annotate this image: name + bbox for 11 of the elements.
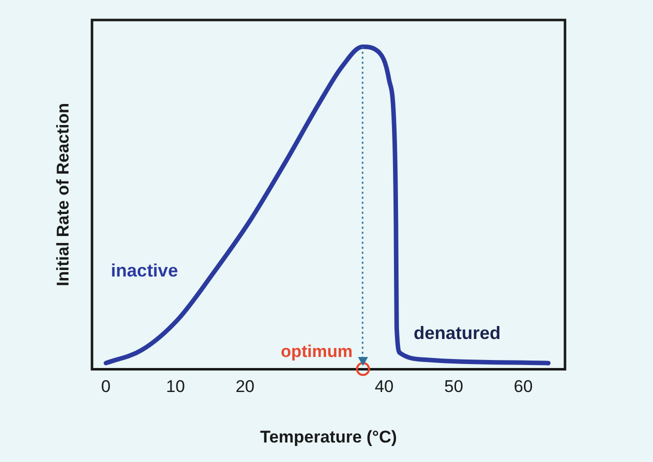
- ref-line-label: optimum: [280, 342, 353, 361]
- y-axis-title: Initial Rate of Reaction: [54, 102, 73, 286]
- x-tick-label: 10: [166, 377, 185, 396]
- x-tick-label: 60: [514, 377, 533, 396]
- annotation: inactive: [110, 260, 178, 280]
- annotation: denatured: [414, 323, 501, 344]
- x-tick-label: 20: [236, 377, 254, 396]
- x-axis-title: Temperature (°C): [260, 427, 397, 446]
- x-tick-label: 40: [374, 377, 394, 396]
- x-tick-label: 50: [444, 377, 464, 396]
- x-tick-label: 0: [101, 377, 111, 396]
